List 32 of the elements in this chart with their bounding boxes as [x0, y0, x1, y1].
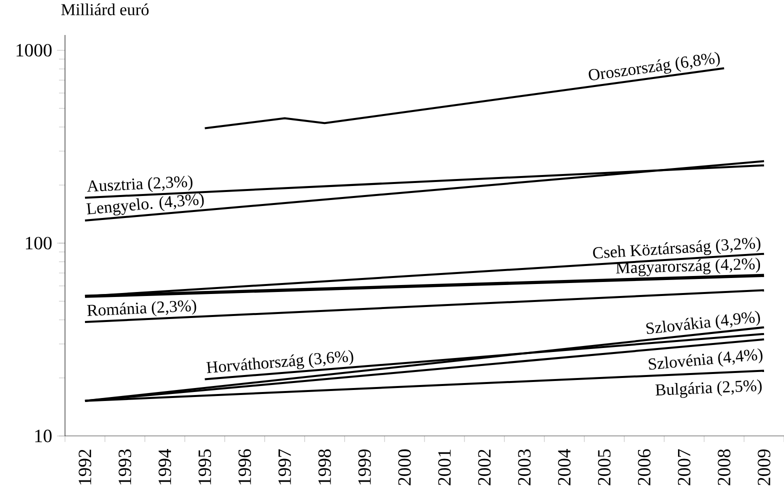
series-label: Bulgária (2,5%) [655, 379, 762, 398]
y-tick-label: 1000 [16, 44, 52, 57]
text: Szlovénia (4,4%) [648, 348, 762, 370]
x-tick-label: 1999 [358, 449, 371, 484]
x-tick-label: 1993 [118, 449, 132, 484]
x-tick-label: 2004 [558, 448, 571, 486]
series-label: Horváthország (3,6%) [206, 350, 354, 374]
x-tick-label: 2003 [518, 449, 531, 486]
x-tick-label: 2008 [718, 449, 730, 486]
x-tick-label: 1997 [278, 449, 291, 484]
y-tick-label: 100 [26, 236, 52, 250]
x-tick-label: 1996 [238, 449, 252, 484]
text: Szlovákia (4,9%) [646, 310, 760, 334]
x-tick-label: 1994 [158, 448, 172, 484]
x-tick-label: 2000 [398, 449, 411, 486]
x-tick-label: 2006 [638, 449, 650, 486]
x-tick-label: 2002 [478, 450, 491, 486]
x-tick-label: 1998 [318, 449, 331, 484]
x-tick-label: 1995 [198, 449, 212, 484]
series-label: Lengyelo. (4,3%) [86, 193, 204, 216]
x-tick-label: 2005 [598, 449, 611, 486]
x-tick-label: 1992 [78, 450, 92, 484]
series-label: Románia (2,3%) [87, 300, 196, 316]
x-tick-label: 2007 [678, 449, 690, 486]
series-label: Magyarország (4,2%) [616, 258, 760, 276]
y-axis-title: Milliárd euró [61, 4, 149, 16]
y-tick-label: 10 [35, 430, 52, 442]
x-tick-label: 2009 [758, 449, 770, 486]
series-label: Cseh Köztársaság (3,2%) [593, 236, 760, 258]
series-label: Ausztria (2,3%) [87, 175, 192, 192]
text: Oroszország (6,8%) [588, 52, 720, 80]
x-tick-label: 2001 [438, 450, 451, 486]
